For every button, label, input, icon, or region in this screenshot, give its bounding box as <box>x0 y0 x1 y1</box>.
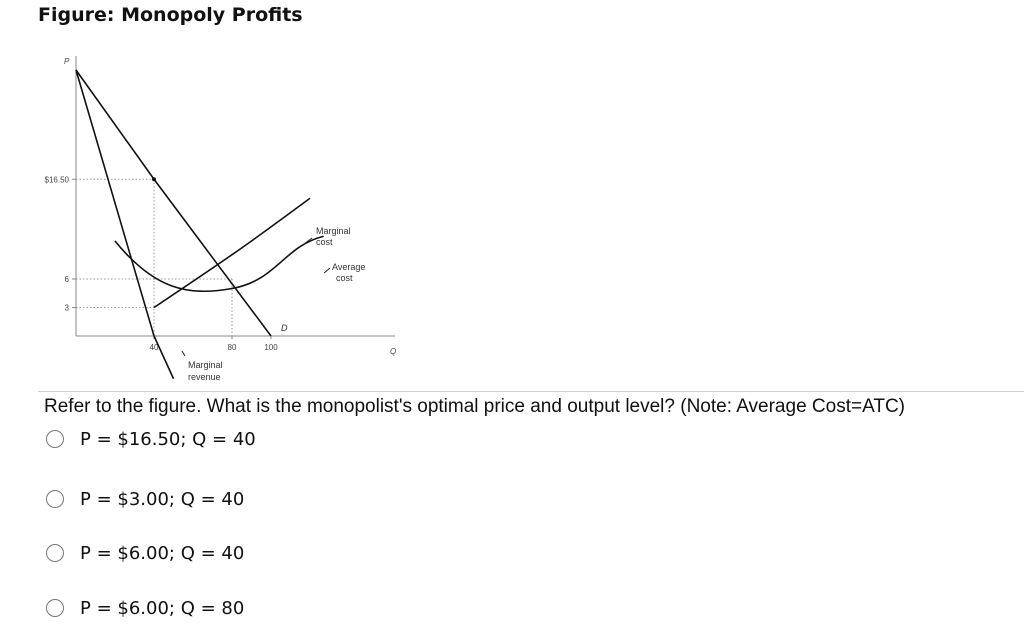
ac-label-line1: Average <box>332 262 365 272</box>
option-label: P = $16.50; Q = 40 <box>80 428 256 450</box>
monopoly-profits-chart: P Q $16.50 6 3 40 80 100 Marginal cost Averag… <box>45 56 396 382</box>
marginal-revenue-curve <box>75 69 175 380</box>
average-cost-curve <box>114 235 324 293</box>
x-tick-label: 100 <box>264 343 278 352</box>
x-tick-label: 80 <box>228 343 237 352</box>
x-axis-label: Q <box>390 347 396 356</box>
ac-label-line2: cost <box>336 273 353 283</box>
mc-label-line1: Marginal <box>316 226 351 236</box>
y-tick-label: 6 <box>65 275 70 284</box>
marginal-cost-curve <box>153 197 311 309</box>
option-4[interactable]: P = $6.00; Q = 80 <box>46 596 244 620</box>
option-label: P = $6.00; Q = 40 <box>80 542 245 564</box>
y-tick-label: 3 <box>65 304 70 313</box>
mr-label-line2: revenue <box>188 372 221 382</box>
mr-label-line1: Marginal <box>188 360 223 370</box>
demand-price-point <box>152 177 156 182</box>
mc-label-pointer <box>303 237 313 245</box>
radio-button[interactable] <box>46 544 64 562</box>
option-label: P = $3.00; Q = 40 <box>80 488 245 510</box>
y-tick-label: $16.50 <box>45 175 70 184</box>
option-label: P = $6.00; Q = 80 <box>80 597 245 619</box>
y-axis-label: P <box>64 57 70 66</box>
ac-label-pointer <box>323 267 331 274</box>
figure-title: Figure: Monopoly Profits <box>38 4 303 26</box>
x-tick-label: 40 <box>150 343 159 352</box>
option-3[interactable]: P = $6.00; Q = 40 <box>46 541 244 565</box>
d-label: D <box>281 323 288 333</box>
divider <box>38 391 1024 392</box>
mc-label-line2: cost <box>316 237 333 247</box>
mr-label-pointer <box>181 350 186 357</box>
radio-button[interactable] <box>46 430 64 448</box>
option-1[interactable]: P = $16.50; Q = 40 <box>46 427 256 451</box>
d-curve <box>75 69 272 337</box>
radio-button[interactable] <box>46 599 64 617</box>
radio-button[interactable] <box>46 490 64 508</box>
question-text: Refer to the figure. What is the monopol… <box>44 396 905 417</box>
option-2[interactable]: P = $3.00; Q = 40 <box>46 487 244 511</box>
